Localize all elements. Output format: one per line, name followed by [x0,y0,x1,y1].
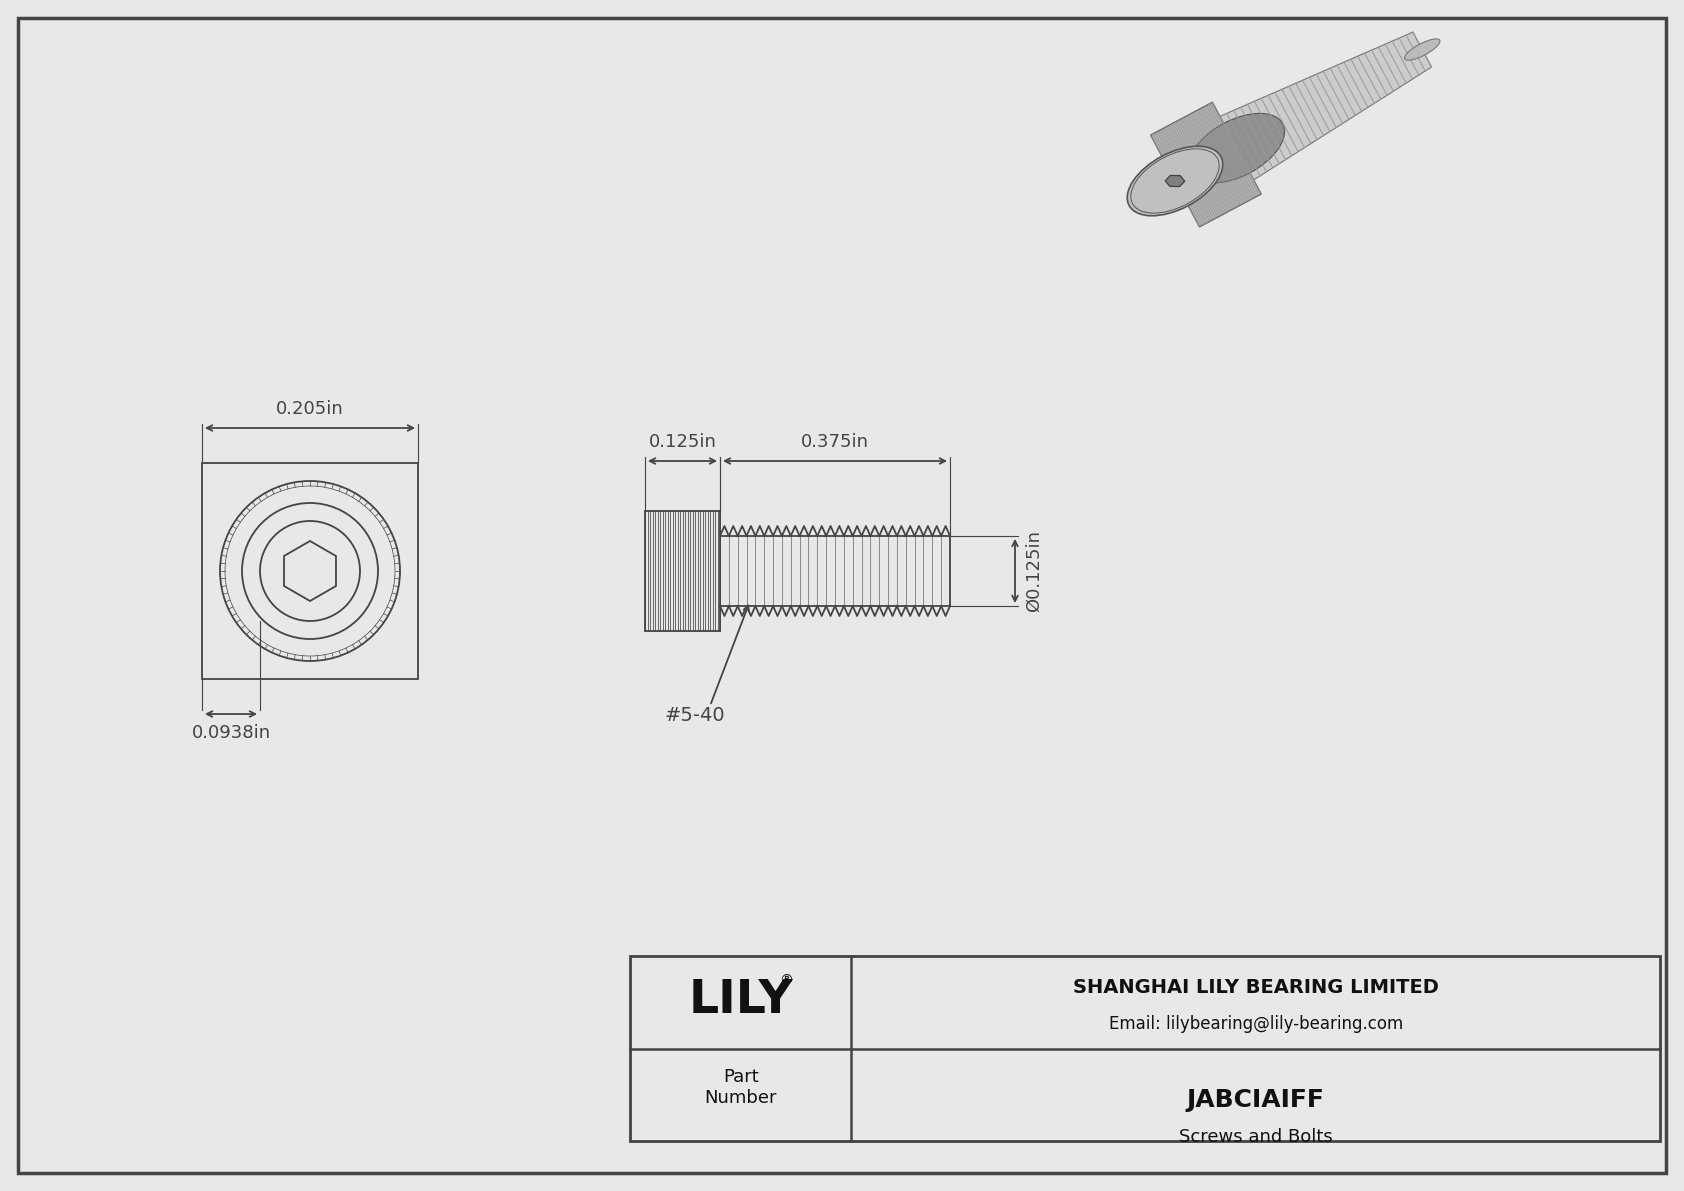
Text: #5-40: #5-40 [665,706,726,725]
Ellipse shape [1127,146,1223,216]
Bar [630,956,1660,1141]
Text: Email: lilybearing@lily-bearing.com: Email: lilybearing@lily-bearing.com [1108,1016,1403,1034]
Text: 0.205in: 0.205in [276,400,344,418]
Ellipse shape [1404,39,1440,61]
Text: Screws and Bolts: Screws and Bolts [1179,1128,1332,1146]
Bar [645,511,721,631]
Text: JABCIAIFF: JABCIAIFF [1187,1089,1325,1112]
Text: 0.125in: 0.125in [648,434,716,451]
Text: ®: ® [778,973,793,987]
Text: LILY: LILY [689,978,793,1023]
Polygon shape [1165,175,1186,187]
Text: 0.0938in: 0.0938in [192,724,271,742]
Text: Ø0.125in: Ø0.125in [1026,530,1042,612]
Text: SHANGHAI LILY BEARING LIMITED: SHANGHAI LILY BEARING LIMITED [1073,978,1438,997]
Text: 0.375in: 0.375in [802,434,869,451]
Polygon shape [1150,102,1261,227]
Text: Part
Number: Part Number [704,1068,776,1106]
Polygon shape [1219,32,1431,180]
Bar [202,463,418,679]
Ellipse shape [1189,113,1285,183]
